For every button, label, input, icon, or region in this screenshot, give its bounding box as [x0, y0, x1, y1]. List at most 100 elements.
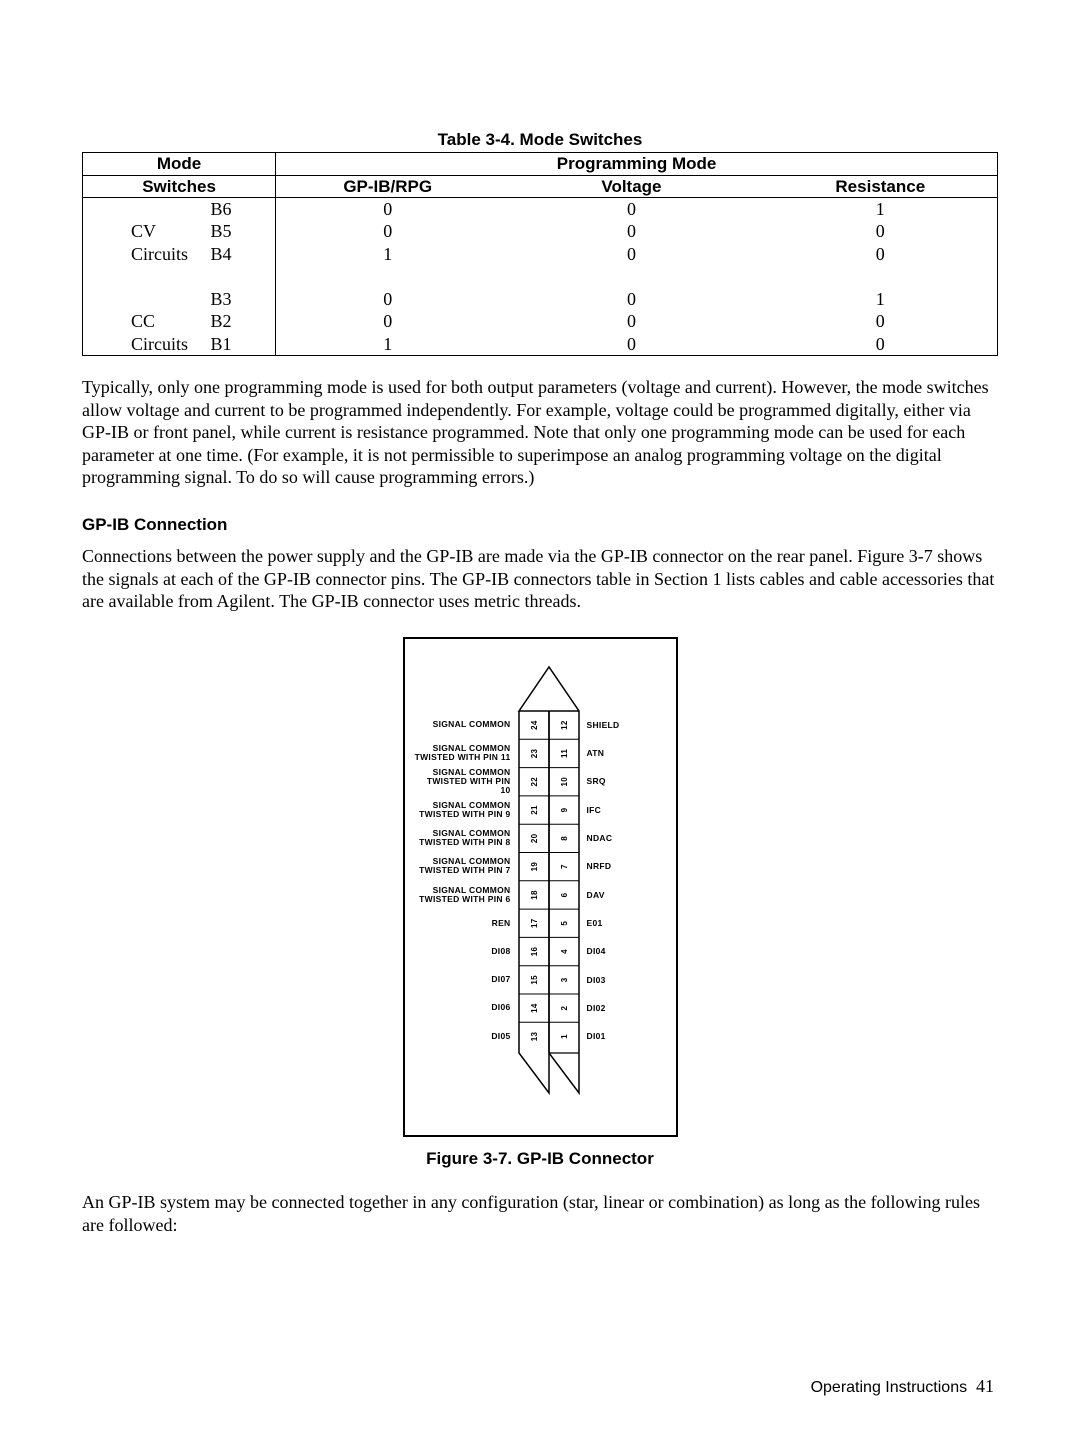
- svg-text:8: 8: [560, 836, 569, 841]
- table-title: Table 3-4. Mode Switches: [82, 130, 998, 150]
- connector-right-label: E01: [587, 909, 667, 937]
- svg-text:22: 22: [530, 777, 539, 787]
- paragraph-gpib-rules: An GP-IB system may be connected togethe…: [82, 1191, 998, 1236]
- svg-text:11: 11: [560, 748, 569, 757]
- row-value: 1: [764, 288, 998, 311]
- row-switch: B1: [204, 333, 275, 356]
- row-value: 0: [764, 333, 998, 356]
- col-switches: Switches: [83, 175, 276, 197]
- row-switch: B6: [204, 197, 275, 220]
- svg-text:5: 5: [560, 920, 569, 925]
- row-value: 0: [499, 197, 763, 220]
- row-switch: B2: [204, 310, 275, 333]
- connector-right-label: ATN: [587, 739, 667, 767]
- svg-text:23: 23: [530, 748, 539, 758]
- row-switch: B5: [204, 220, 275, 243]
- paragraph-mode-switch-desc: Typically, only one programming mode is …: [82, 376, 998, 489]
- connector-right-label: DI03: [587, 965, 667, 993]
- table-row: CircuitsB4100: [83, 243, 998, 266]
- row-group-label: CC: [83, 310, 205, 333]
- row-value: 0: [276, 288, 500, 311]
- connector-left-label: SIGNAL COMMON: [415, 711, 511, 739]
- row-value: 0: [764, 243, 998, 266]
- svg-text:7: 7: [560, 864, 569, 869]
- svg-text:24: 24: [530, 720, 539, 730]
- connector-left-label: DI08: [415, 937, 511, 965]
- svg-text:10: 10: [560, 777, 569, 787]
- svg-text:13: 13: [530, 1031, 539, 1041]
- row-group-label: Circuits: [83, 243, 205, 266]
- col-gpibrpg: GP-IB/RPG: [276, 175, 500, 197]
- connector-left-label: SIGNAL COMMONTWISTED WITH PIN 7: [415, 852, 511, 880]
- row-value: 0: [764, 310, 998, 333]
- svg-text:12: 12: [560, 720, 569, 730]
- row-value: 0: [499, 243, 763, 266]
- connector-outline: 241223112210219208197186175164153142131: [517, 665, 581, 1095]
- footer-label: Operating Instructions: [811, 1379, 968, 1396]
- svg-text:4: 4: [560, 949, 569, 954]
- table-row: CVB5000: [83, 220, 998, 243]
- connector-right-label: NRFD: [587, 852, 667, 880]
- footer-page-number: 41: [976, 1376, 994, 1396]
- col-mode: Mode: [83, 153, 276, 175]
- row-value: 1: [764, 197, 998, 220]
- table-row: CCB2000: [83, 310, 998, 333]
- svg-text:19: 19: [530, 861, 539, 871]
- section-heading-gpib: GP-IB Connection: [82, 515, 998, 535]
- row-switch: B4: [204, 243, 275, 266]
- svg-text:1: 1: [560, 1034, 569, 1039]
- connector-left-label: SIGNAL COMMONTWISTED WITH PIN 10: [415, 767, 511, 795]
- gpib-connector-diagram: 241223112210219208197186175164153142131 …: [415, 665, 667, 1095]
- row-value: 0: [276, 310, 500, 333]
- connector-right-label: DI01: [587, 1022, 667, 1050]
- connector-right-label: SRQ: [587, 767, 667, 795]
- connector-right-label: DI04: [587, 937, 667, 965]
- row-value: 1: [276, 333, 500, 356]
- svg-text:9: 9: [560, 807, 569, 812]
- row-group-label: Circuits: [83, 333, 205, 356]
- svg-text:18: 18: [530, 890, 539, 900]
- svg-text:3: 3: [560, 977, 569, 982]
- connector-left-label: REN: [415, 909, 511, 937]
- row-value: 0: [499, 288, 763, 311]
- row-value: 1: [276, 243, 500, 266]
- svg-text:20: 20: [530, 833, 539, 843]
- row-switch: B3: [204, 288, 275, 311]
- connector-left-label: SIGNAL COMMONTWISTED WITH PIN 9: [415, 796, 511, 824]
- connector-left-label: SIGNAL COMMONTWISTED WITH PIN 6: [415, 881, 511, 909]
- row-value: 0: [276, 197, 500, 220]
- paragraph-gpib-conn: Connections between the power supply and…: [82, 545, 998, 613]
- row-group-label: [83, 288, 205, 311]
- col-voltage: Voltage: [499, 175, 763, 197]
- table-row: B6001: [83, 197, 998, 220]
- figure-wrap: 241223112210219208197186175164153142131 …: [82, 637, 998, 1137]
- connector-right-label: DAV: [587, 881, 667, 909]
- row-group-label: CV: [83, 220, 205, 243]
- connector-left-label: DI06: [415, 994, 511, 1022]
- connector-left-label: SIGNAL COMMONTWISTED WITH PIN 8: [415, 824, 511, 852]
- document-page: Table 3-4. Mode Switches Mode Programmin…: [0, 0, 1080, 1438]
- row-value: 0: [276, 220, 500, 243]
- row-value: 0: [499, 310, 763, 333]
- table-spacer-row: [83, 265, 998, 288]
- row-value: 0: [764, 220, 998, 243]
- connector-right-label: SHIELD: [587, 711, 667, 739]
- table-header-row: Mode Programming Mode: [83, 153, 998, 175]
- row-group-label: [83, 197, 205, 220]
- connector-right-label: DI02: [587, 994, 667, 1022]
- figure-caption: Figure 3-7. GP-IB Connector: [82, 1149, 998, 1169]
- svg-text:14: 14: [530, 1003, 539, 1013]
- figure-box: 241223112210219208197186175164153142131 …: [403, 637, 678, 1137]
- row-value: 0: [499, 220, 763, 243]
- svg-text:17: 17: [530, 918, 539, 928]
- connector-left-label: SIGNAL COMMONTWISTED WITH PIN 11: [415, 739, 511, 767]
- connector-left-label: DI05: [415, 1022, 511, 1050]
- svg-text:16: 16: [530, 946, 539, 956]
- mode-switches-table: Mode Programming Mode Switches GP-IB/RPG…: [82, 152, 998, 356]
- table-subheader-row: Switches GP-IB/RPG Voltage Resistance: [83, 175, 998, 197]
- svg-text:21: 21: [530, 805, 539, 815]
- svg-text:6: 6: [560, 892, 569, 897]
- svg-text:2: 2: [560, 1005, 569, 1010]
- table-row: CircuitsB1100: [83, 333, 998, 356]
- col-programming: Programming Mode: [276, 153, 998, 175]
